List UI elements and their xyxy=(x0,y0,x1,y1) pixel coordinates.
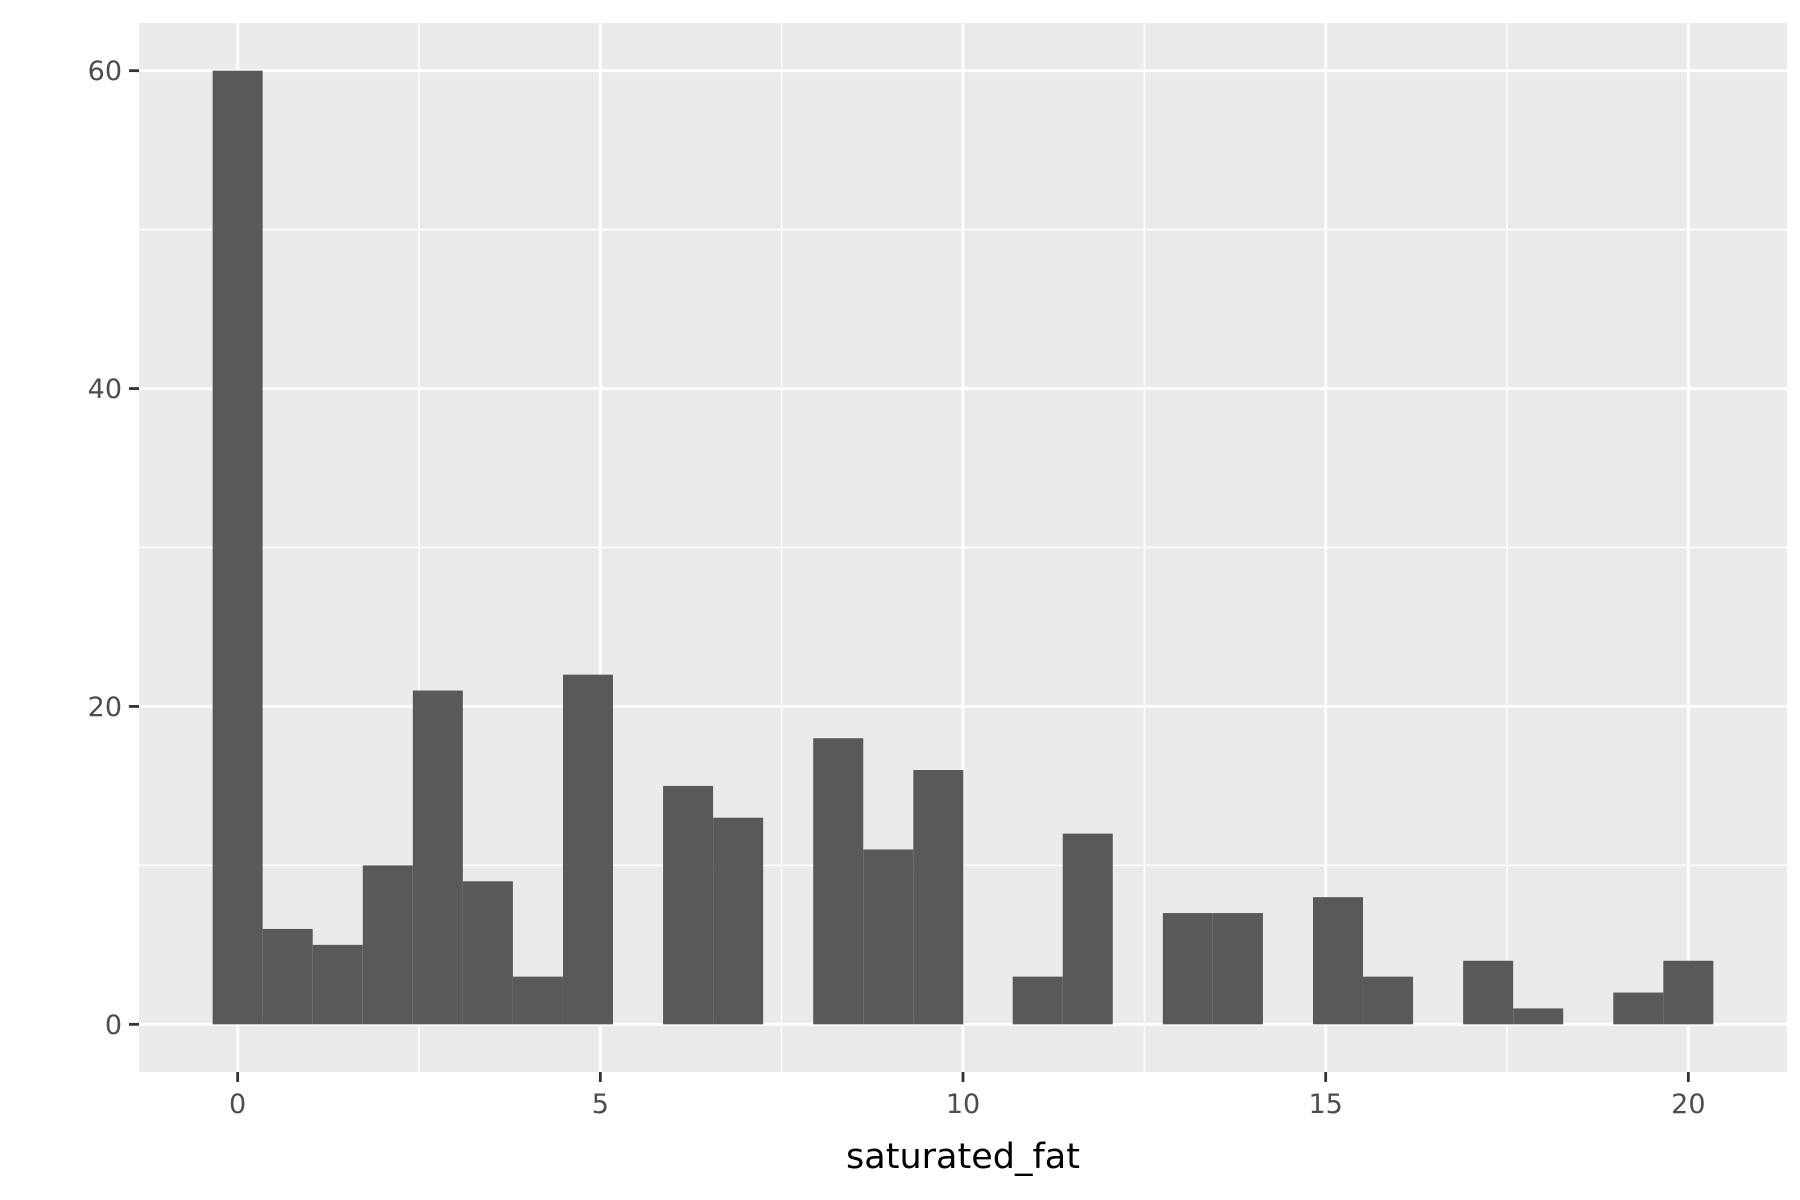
histogram-bar xyxy=(1162,913,1213,1025)
histogram-bar xyxy=(1613,992,1664,1025)
histogram-bar xyxy=(913,770,964,1025)
histogram-bar xyxy=(362,865,413,1025)
histogram-bar xyxy=(1513,1008,1564,1025)
y-axis: 0 20 40 60 xyxy=(88,56,139,1041)
x-tick-label: 5 xyxy=(592,1089,609,1120)
histogram-bar xyxy=(1062,833,1113,1025)
histogram-bars xyxy=(212,70,1714,1025)
histogram-bar xyxy=(512,976,563,1025)
x-tick-label: 0 xyxy=(229,1089,246,1120)
histogram-bar xyxy=(1463,960,1514,1025)
x-tick-label: 20 xyxy=(1671,1089,1705,1120)
histogram-bar xyxy=(1312,897,1364,1025)
histogram-bar xyxy=(863,849,914,1025)
y-tick-label: 0 xyxy=(105,1010,122,1041)
histogram-bar xyxy=(713,817,764,1025)
x-tick-label: 10 xyxy=(946,1089,980,1120)
histogram-bar xyxy=(663,785,714,1025)
histogram-bar xyxy=(262,928,313,1025)
histogram-bar xyxy=(813,738,864,1025)
histogram-bar xyxy=(212,70,263,1025)
x-axis: 0 5 10 15 20 xyxy=(229,1072,1706,1120)
histogram-bar xyxy=(1012,976,1063,1025)
histogram-bar xyxy=(1212,913,1263,1025)
x-axis-title: saturated_fat xyxy=(846,1137,1080,1177)
histogram-bar xyxy=(312,944,363,1025)
y-tick-label: 40 xyxy=(88,374,122,405)
y-tick-label: 60 xyxy=(88,56,122,87)
y-tick-label: 20 xyxy=(88,692,122,723)
histogram-bar xyxy=(462,881,513,1025)
histogram-bar xyxy=(1363,976,1414,1025)
histogram-bar xyxy=(412,690,463,1025)
histogram-bar xyxy=(562,674,614,1025)
x-tick-label: 15 xyxy=(1308,1089,1342,1120)
histogram-bar xyxy=(1663,960,1714,1025)
